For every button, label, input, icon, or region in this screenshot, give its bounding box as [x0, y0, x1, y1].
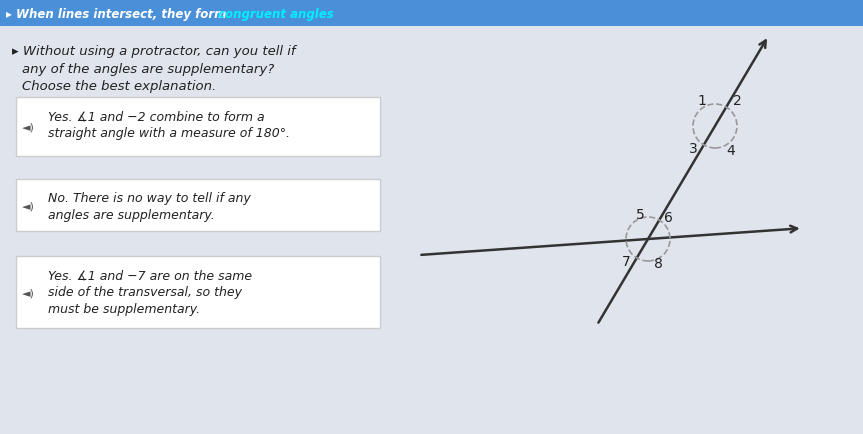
Text: ◄): ◄): [22, 122, 35, 132]
Text: 3: 3: [689, 141, 697, 156]
Text: 1: 1: [697, 94, 707, 108]
Bar: [0, 0, 863, 27]
FancyBboxPatch shape: [16, 256, 380, 328]
Text: any of the angles are supplementary?: any of the angles are supplementary?: [22, 63, 274, 76]
Text: 2: 2: [733, 94, 741, 108]
Text: 6: 6: [664, 210, 672, 224]
Text: ◄): ◄): [22, 287, 35, 297]
Text: 7: 7: [621, 254, 630, 268]
Text: 5: 5: [636, 207, 645, 221]
Text: congruent angles: congruent angles: [218, 7, 334, 20]
Text: 8: 8: [653, 256, 663, 270]
Text: must be supplementary.: must be supplementary.: [48, 302, 200, 315]
FancyBboxPatch shape: [16, 180, 380, 231]
Text: Choose the best explanation.: Choose the best explanation.: [22, 80, 217, 93]
Text: Yes. ∡1 and −2 combine to form a: Yes. ∡1 and −2 combine to form a: [48, 110, 265, 123]
Text: No. There is no way to tell if any: No. There is no way to tell if any: [48, 191, 251, 204]
Text: ◄): ◄): [22, 201, 35, 210]
Text: Yes. ∡1 and −7 are on the same: Yes. ∡1 and −7 are on the same: [48, 268, 252, 281]
Text: angles are supplementary.: angles are supplementary.: [48, 208, 215, 221]
Text: straight angle with a measure of 180°.: straight angle with a measure of 180°.: [48, 127, 290, 140]
FancyBboxPatch shape: [16, 98, 380, 157]
Text: 4: 4: [727, 144, 735, 158]
Text: ▸ When lines intersect, they form: ▸ When lines intersect, they form: [6, 7, 230, 20]
Text: side of the transversal, so they: side of the transversal, so they: [48, 285, 242, 298]
Text: ▸ Without using a protractor, can you tell if: ▸ Without using a protractor, can you te…: [12, 45, 295, 58]
